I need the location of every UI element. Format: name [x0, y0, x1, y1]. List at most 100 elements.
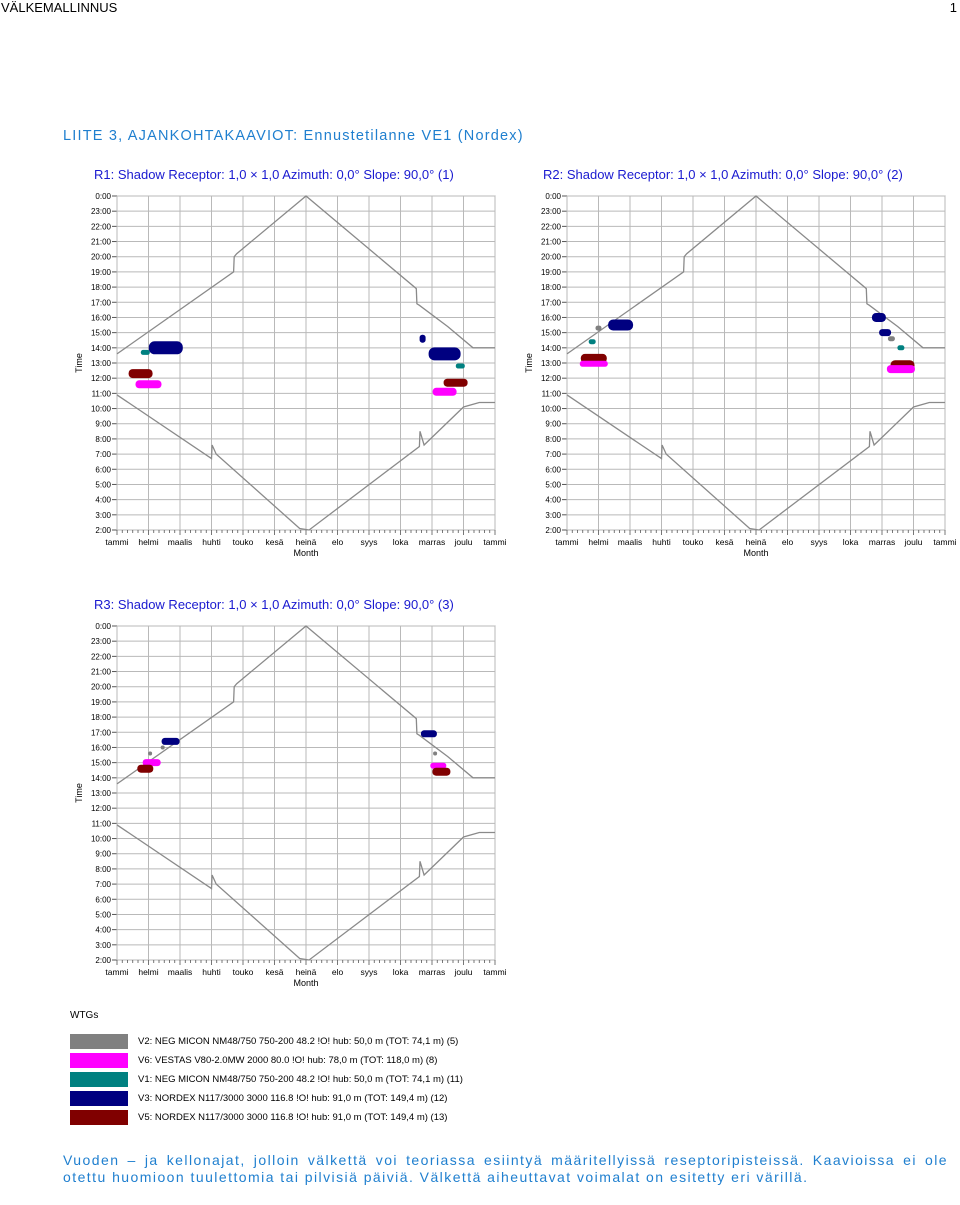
y-tick-label: 9:00 — [95, 850, 111, 859]
chart-r1: 0:00 23:00 22:00 21:00 20:00 19:00 18:00 17:00 1… — [74, 192, 507, 558]
x-tick-label: syys — [361, 967, 378, 977]
x-tick-label: marras — [419, 537, 445, 547]
y-tick-label: 6:00 — [95, 465, 111, 474]
x-tick-label: helmi — [588, 537, 608, 547]
x-tick-label: touko — [233, 967, 254, 977]
shadow-mark-v3 — [879, 329, 892, 337]
y-tick-label: 8:00 — [545, 435, 561, 444]
sun-curve-upper — [566, 195, 945, 355]
y-tick-label: 9:00 — [95, 420, 111, 429]
x-tick-label: kesä — [716, 537, 734, 547]
x-tick-label: kesä — [266, 967, 284, 977]
plot-area: 0:00 23:00 22:00 21:00 20:00 19:00 18:00 17:00 1… — [74, 622, 507, 988]
shadow-mark-v5 — [432, 767, 451, 776]
x-axis-title: Month — [293, 978, 318, 988]
x-tick-label: syys — [811, 537, 828, 547]
y-tick-label: 5:00 — [545, 480, 561, 489]
y-tick-label: 14:00 — [541, 344, 562, 353]
y-tick-label: 2:00 — [545, 526, 561, 535]
y-tick-label: 10:00 — [91, 835, 112, 844]
x-tick-label: loka — [843, 537, 859, 547]
y-tick-label: 22:00 — [91, 222, 112, 231]
x-axis-title: Month — [293, 548, 318, 558]
x-tick-label: tammi — [105, 967, 128, 977]
legend-swatch-v6 — [70, 1053, 128, 1068]
y-tick-label: 6:00 — [545, 465, 561, 474]
x-tick-label: joulu — [454, 537, 473, 547]
x-tick-label: helmi — [138, 537, 158, 547]
y-tick-label: 3:00 — [95, 511, 111, 520]
y-tick-label: 0:00 — [95, 192, 111, 201]
x-tick-label: elo — [782, 537, 794, 547]
x-tick-label: huhti — [202, 967, 221, 977]
x-axis-title: Month — [743, 548, 768, 558]
y-tick-label: 2:00 — [95, 956, 111, 965]
x-tick-label: marras — [419, 967, 445, 977]
shadow-mark-v5 — [137, 764, 154, 773]
legend-label-v5: V5: NORDEX N117/3000 3000 116.8 !O! hub:… — [138, 1112, 448, 1123]
y-tick-label: 5:00 — [95, 480, 111, 489]
y-tick-label: 0:00 — [545, 192, 561, 201]
x-tick-label: syys — [361, 537, 378, 547]
legend-title: WTGs — [70, 1010, 99, 1021]
shadow-mark-v3 — [420, 730, 437, 738]
y-tick-label: 16:00 — [91, 313, 112, 322]
chart-r2: 0:00 23:00 22:00 21:00 20:00 19:00 18:00 17:00 1… — [524, 192, 957, 558]
sun-curve-upper — [116, 195, 495, 355]
x-tick-label: joulu — [454, 967, 473, 977]
legend-label-v1: V1: NEG MICON NM48/750 750-200 48.2 !O! … — [138, 1074, 463, 1085]
y-axis-title: Time — [524, 353, 534, 373]
y-tick-label: 11:00 — [92, 819, 112, 828]
shadow-mark-v3 — [608, 319, 634, 331]
page-header: VÄLKEMALLINNUS 1 — [0, 0, 960, 16]
x-tick-label: tammi — [483, 537, 506, 547]
legend-label-v2: V2: NEG MICON NM48/750 750-200 48.2 !O! … — [138, 1036, 459, 1047]
x-tick-label: heinä — [296, 967, 317, 977]
y-tick-label: 17:00 — [91, 298, 112, 307]
y-tick-label: 21:00 — [91, 238, 112, 247]
y-axis-title: Time — [74, 783, 84, 803]
plot-area: 0:00 23:00 22:00 21:00 20:00 19:00 18:00 17:00 1… — [74, 192, 507, 558]
y-tick-label: 17:00 — [91, 728, 112, 737]
shadow-mark-v6 — [430, 762, 447, 769]
y-tick-label: 12:00 — [91, 374, 112, 383]
shadow-mark-v3 — [871, 313, 886, 322]
chart-r1-title: R1: Shadow Receptor: 1,0 × 1,0 Azimuth: … — [94, 167, 454, 182]
sun-curve-upper — [116, 625, 495, 785]
y-tick-label: 2:00 — [95, 526, 111, 535]
y-tick-label: 5:00 — [95, 910, 111, 919]
shadow-mark-v2 — [595, 325, 602, 331]
y-tick-label: 18:00 — [541, 283, 562, 292]
x-tick-label: huhti — [652, 537, 671, 547]
figure-caption: Vuoden – ja kellonajat, jolloin välkettä… — [63, 1152, 948, 1185]
y-tick-label: 19:00 — [541, 268, 562, 277]
legend-label-v6: V6: VESTAS V80-2.0MW 2000 80.0 !O! hub: … — [138, 1055, 438, 1066]
x-tick-label: touko — [683, 537, 704, 547]
x-tick-label: heinä — [746, 537, 767, 547]
x-tick-label: tammi — [555, 537, 578, 547]
y-tick-label: 8:00 — [95, 865, 111, 874]
legend-label-v3: V3: NORDEX N117/3000 3000 116.8 !O! hub:… — [138, 1093, 448, 1104]
shadow-mark-v2 — [160, 745, 165, 750]
y-tick-label: 20:00 — [91, 253, 112, 262]
x-tick-label: elo — [332, 537, 344, 547]
shadow-mark-v3 — [161, 737, 180, 745]
chart-r2-title: R2: Shadow Receptor: 1,0 × 1,0 Azimuth: … — [543, 167, 903, 182]
y-tick-label: 0:00 — [95, 622, 111, 631]
y-tick-label: 18:00 — [91, 283, 112, 292]
x-tick-label: kesä — [266, 537, 284, 547]
y-tick-label: 23:00 — [541, 207, 562, 216]
y-tick-label: 10:00 — [91, 405, 112, 414]
y-tick-label: 12:00 — [541, 374, 562, 383]
shadow-mark-v3 — [428, 347, 461, 361]
y-tick-label: 3:00 — [95, 941, 111, 950]
y-tick-label: 4:00 — [95, 926, 111, 935]
x-tick-label: maalis — [168, 537, 193, 547]
sun-curve-lower — [116, 824, 495, 961]
header-title: VÄLKEMALLINNUS — [1, 0, 118, 15]
x-tick-label: maalis — [168, 967, 193, 977]
x-tick-label: tammi — [933, 537, 956, 547]
shadow-mark-v2 — [148, 751, 153, 756]
section-title: LIITE 3, AJANKOHTAKAAVIOT: Ennustetilann… — [63, 128, 524, 144]
y-tick-label: 19:00 — [91, 698, 112, 707]
